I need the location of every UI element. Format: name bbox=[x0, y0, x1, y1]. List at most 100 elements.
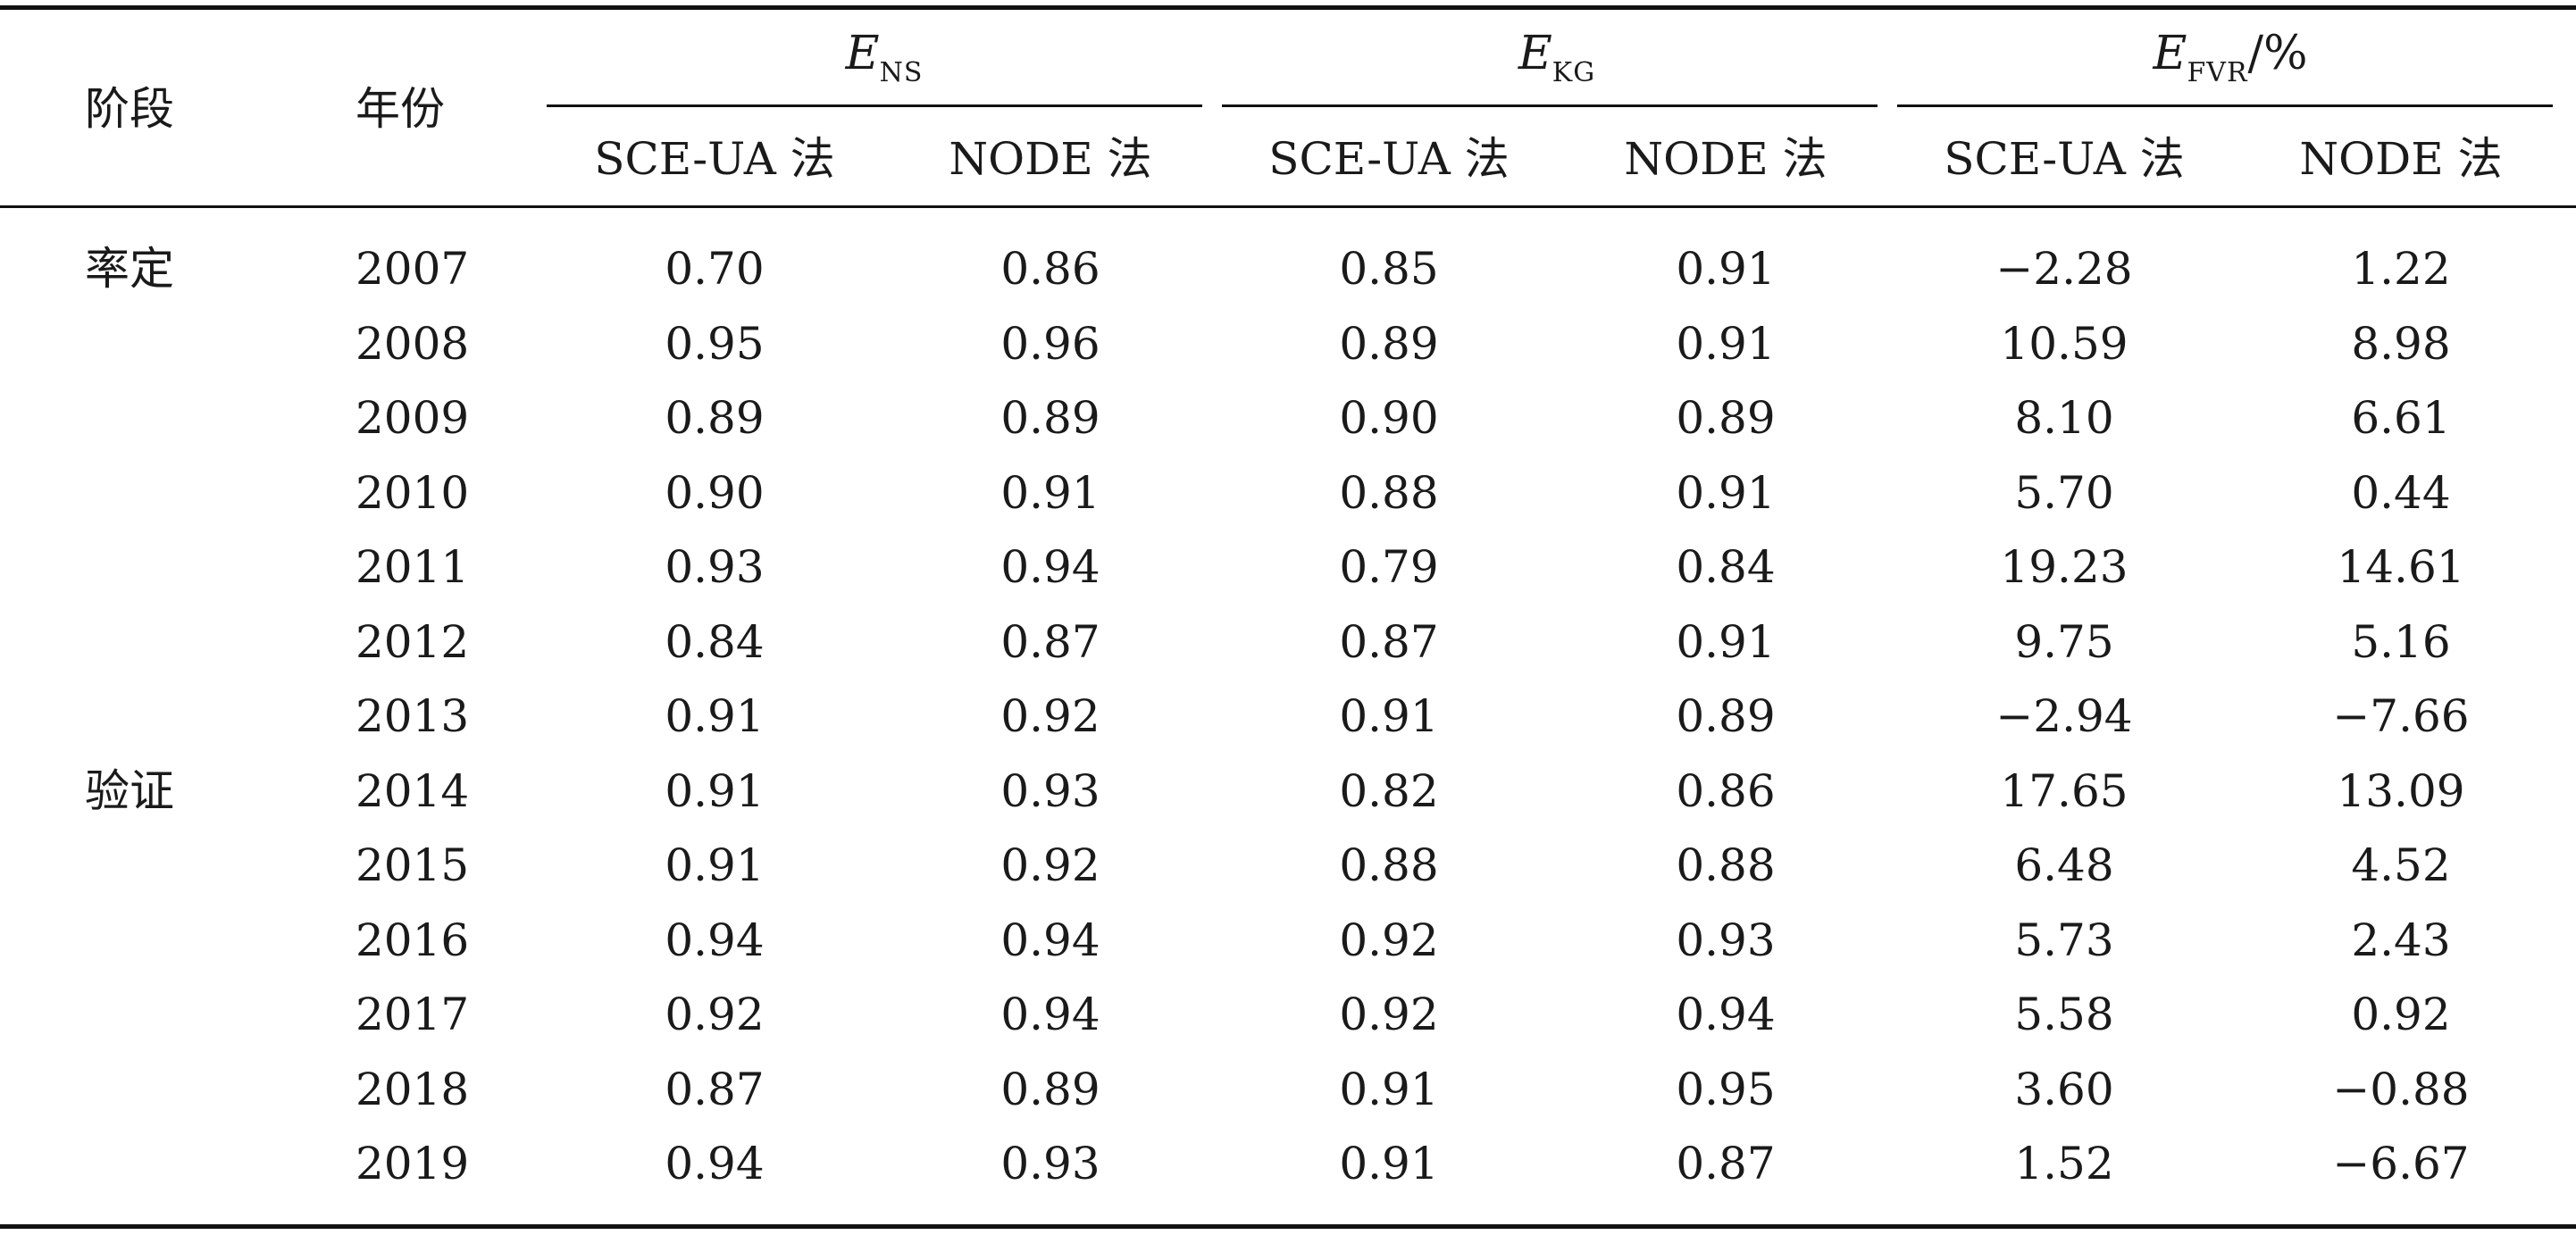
row-value: 0.92 bbox=[2351, 989, 2451, 1040]
row-value: 0.92 bbox=[665, 989, 765, 1040]
row-value: 0.91 bbox=[665, 764, 765, 817]
row-value: 0.90 bbox=[665, 466, 765, 519]
row-value: 13.09 bbox=[2337, 764, 2465, 817]
group-rule-ens bbox=[547, 104, 1202, 107]
row-value: 0.93 bbox=[1000, 1138, 1100, 1189]
row-value: 14.61 bbox=[2337, 541, 2465, 593]
row-value: 0.91 bbox=[665, 690, 765, 742]
group-symbol: E bbox=[2153, 27, 2187, 80]
header-method: NODE 法 bbox=[1624, 133, 1827, 185]
header-method: NODE 法 bbox=[949, 133, 1152, 185]
group-symbol: E bbox=[845, 27, 880, 80]
row-value: −7.66 bbox=[2332, 690, 2470, 742]
row-value: 0.89 bbox=[1000, 392, 1100, 444]
row-year: 2009 bbox=[355, 392, 470, 444]
row-year: 2011 bbox=[355, 541, 470, 593]
row-value: 0.96 bbox=[1000, 317, 1100, 370]
row-value: 10.59 bbox=[2000, 317, 2129, 370]
group-subscript: NS bbox=[879, 57, 924, 88]
row-stage: 率定 bbox=[85, 243, 174, 295]
table-header-rule bbox=[0, 205, 2576, 208]
row-value: −2.28 bbox=[1995, 243, 2133, 295]
header-group-efvr: EFVR/% bbox=[2154, 27, 2308, 88]
row-value: 5.73 bbox=[2014, 914, 2114, 966]
group-rule-ekg bbox=[1222, 104, 1878, 107]
row-year: 2012 bbox=[355, 615, 470, 668]
header-stage: 阶段 bbox=[85, 83, 174, 135]
row-value: 8.98 bbox=[2351, 317, 2451, 370]
row-value: 0.85 bbox=[1339, 243, 1439, 295]
row-value: 17.65 bbox=[2000, 764, 2129, 817]
row-value: 1.22 bbox=[2351, 243, 2451, 295]
row-value: 0.91 bbox=[1339, 1063, 1439, 1115]
row-value: 5.70 bbox=[2014, 466, 2114, 519]
row-value: 0.91 bbox=[1676, 466, 1776, 519]
row-value: −6.67 bbox=[2332, 1138, 2470, 1189]
header-method: NODE 法 bbox=[2299, 133, 2503, 185]
row-value: 5.16 bbox=[2351, 615, 2451, 668]
row-value: 3.60 bbox=[2014, 1063, 2114, 1115]
row-value: 0.91 bbox=[1339, 1138, 1439, 1189]
row-value: 0.92 bbox=[1000, 690, 1100, 742]
row-value: 0.82 bbox=[1339, 764, 1439, 817]
row-value: 0.94 bbox=[1000, 989, 1100, 1040]
row-year: 2016 bbox=[355, 914, 470, 966]
row-value: 0.92 bbox=[1000, 839, 1100, 891]
table-top-rule bbox=[0, 5, 2576, 10]
row-year: 2008 bbox=[355, 317, 470, 370]
row-year: 2019 bbox=[355, 1138, 470, 1189]
table-bottom-rule bbox=[0, 1224, 2576, 1229]
row-value: 0.91 bbox=[1339, 690, 1439, 742]
row-value: 0.95 bbox=[665, 317, 765, 370]
header-group-ekg: EKG bbox=[1518, 27, 1595, 88]
row-value: 1.52 bbox=[2014, 1138, 2114, 1189]
row-value: 0.94 bbox=[1676, 989, 1776, 1040]
group-subscript: KG bbox=[1551, 57, 1596, 88]
row-value: −0.88 bbox=[2332, 1063, 2470, 1115]
row-value: 0.87 bbox=[1000, 615, 1100, 668]
row-value: 0.94 bbox=[1000, 914, 1100, 966]
row-value: 0.88 bbox=[1676, 839, 1776, 891]
row-value: 0.93 bbox=[665, 541, 765, 593]
row-year: 2015 bbox=[355, 839, 470, 891]
row-value: 0.92 bbox=[1339, 989, 1439, 1040]
row-value: 4.52 bbox=[2351, 839, 2451, 891]
group-subscript: FVR bbox=[2187, 57, 2248, 88]
row-year: 2010 bbox=[355, 466, 470, 519]
row-year: 2014 bbox=[355, 764, 470, 817]
row-value: 2.43 bbox=[2351, 914, 2451, 966]
row-year: 2013 bbox=[355, 690, 470, 742]
row-value: 0.91 bbox=[1676, 317, 1776, 370]
row-value: 0.94 bbox=[665, 1138, 765, 1189]
group-symbol: E bbox=[1518, 27, 1552, 80]
row-value: 0.93 bbox=[1000, 764, 1100, 817]
row-value: 19.23 bbox=[2000, 541, 2129, 593]
header-year: 年份 bbox=[355, 83, 445, 135]
header-method: SCE-UA 法 bbox=[1944, 133, 2185, 185]
row-value: 0.89 bbox=[1000, 1063, 1100, 1115]
row-value: 0.89 bbox=[1676, 392, 1776, 444]
row-value: −2.94 bbox=[1995, 690, 2133, 742]
row-value: 0.90 bbox=[1339, 392, 1439, 444]
row-value: 0.91 bbox=[665, 839, 765, 891]
row-value: 0.88 bbox=[1339, 466, 1439, 519]
row-value: 0.94 bbox=[665, 914, 765, 966]
row-value: 0.94 bbox=[1000, 541, 1100, 593]
header-method: SCE-UA 法 bbox=[594, 133, 835, 185]
row-value: 0.87 bbox=[1339, 615, 1439, 668]
row-value: 6.61 bbox=[2351, 392, 2451, 444]
header-group-ens: ENS bbox=[846, 27, 924, 88]
row-value: 0.91 bbox=[1000, 466, 1100, 519]
row-year: 2007 bbox=[355, 243, 470, 295]
row-year: 2017 bbox=[355, 989, 470, 1040]
row-value: 0.88 bbox=[1339, 839, 1439, 891]
row-stage: 验证 bbox=[85, 764, 174, 817]
row-value: 0.70 bbox=[665, 243, 765, 295]
row-value: 6.48 bbox=[2014, 839, 2114, 891]
row-year: 2018 bbox=[355, 1063, 470, 1115]
row-value: 0.89 bbox=[665, 392, 765, 444]
row-value: 0.89 bbox=[1676, 690, 1776, 742]
row-value: 0.44 bbox=[2351, 466, 2451, 519]
row-value: 0.89 bbox=[1339, 317, 1439, 370]
